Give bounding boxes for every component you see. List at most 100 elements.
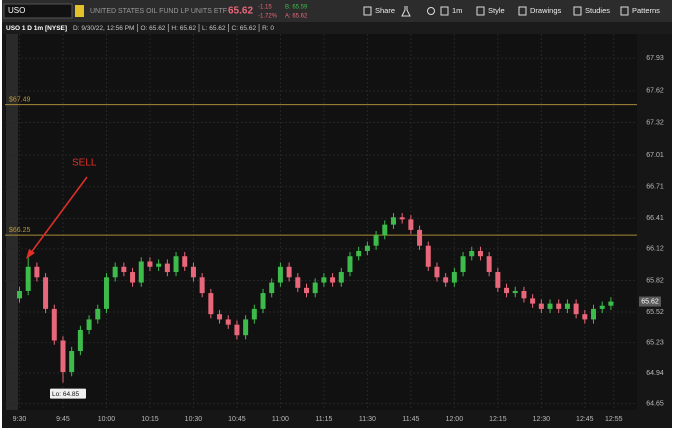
candle-body	[390, 217, 396, 225]
candle-body	[69, 351, 75, 373]
candle-body	[16, 290, 22, 299]
candle-body	[417, 229, 423, 246]
last-price-label: 65.62	[641, 298, 659, 305]
candle-body	[434, 266, 440, 278]
low-marker-box	[50, 388, 86, 399]
y-tick-label: 66.71	[646, 184, 664, 191]
candle-body	[591, 308, 597, 320]
toolbar-button[interactable]: Style	[488, 6, 505, 15]
price-line-label: $67.49	[9, 96, 31, 103]
x-tick-label: 12:00	[446, 416, 464, 423]
candle-body	[451, 272, 457, 283]
candle-body	[147, 261, 153, 267]
candle-body	[556, 303, 562, 309]
change-pct: -1.72%	[258, 14, 278, 20]
y-tick-label: 65.52	[646, 309, 664, 316]
candle-body	[234, 324, 240, 336]
candle-body	[338, 272, 344, 283]
y-tick-label: 65.82	[646, 277, 664, 284]
x-tick-label: 11:15	[315, 416, 332, 423]
candle-body	[364, 245, 370, 251]
symbol: USO	[8, 6, 25, 15]
candle-body	[60, 340, 66, 373]
button-icon[interactable]	[518, 6, 527, 16]
symbol-box[interactable]	[3, 3, 73, 19]
candle-body	[251, 308, 257, 320]
info-item: D: 9/30/22, 12:56 PM	[73, 25, 134, 32]
x-tick-label: 10:00	[98, 416, 116, 423]
button-icon[interactable]	[573, 6, 582, 16]
settings-icon[interactable]	[427, 7, 435, 15]
x-tick-label: 10:30	[185, 416, 203, 423]
toolbar	[2, 0, 672, 22]
info-item: C: 65.62	[232, 25, 257, 32]
candle-body	[95, 308, 101, 320]
candle-body	[225, 319, 231, 325]
candle-body	[530, 298, 536, 304]
candle-body	[399, 217, 405, 220]
candle-body	[130, 272, 136, 283]
candle-body	[164, 263, 170, 273]
info-bar	[2, 22, 672, 34]
button-icon[interactable]	[620, 6, 629, 16]
candle-body	[547, 303, 553, 309]
beaker-icon[interactable]	[401, 6, 411, 17]
info-item: H: 65.62	[171, 25, 196, 32]
candle-body	[521, 290, 527, 299]
link-icon[interactable]	[75, 5, 84, 17]
annotation: SELL	[72, 158, 97, 169]
button-icon[interactable]	[363, 6, 372, 16]
candle-body	[190, 266, 196, 278]
info-item: R: 0	[262, 25, 274, 32]
candle-body	[77, 329, 83, 352]
candle-body	[34, 266, 40, 278]
x-tick-label: 11:45	[402, 416, 419, 423]
toolbar-button[interactable]: Drawings	[530, 6, 562, 15]
candle-body	[564, 303, 570, 309]
candle-body	[260, 293, 266, 309]
candle-body	[356, 250, 362, 257]
candle-body	[173, 256, 179, 273]
candle-body	[460, 256, 466, 273]
candle-body	[538, 303, 544, 309]
button-icon[interactable]	[476, 6, 485, 16]
low-marker-label: Lo: 64.85	[52, 391, 79, 398]
x-tick-label: 12:30	[533, 416, 551, 423]
x-tick-label: 9:30	[13, 416, 27, 423]
x-tick-label: 9:45	[56, 416, 70, 423]
toolbar-button[interactable]: 1m	[452, 6, 462, 15]
candle-body	[382, 224, 388, 236]
candle-body	[495, 272, 501, 288]
toolbar-button[interactable]: Share	[375, 6, 395, 15]
last-price: 65.62	[228, 6, 253, 17]
annotation-arrow	[29, 176, 88, 255]
y-tick-label: 66.41	[646, 215, 664, 222]
candle-body	[86, 319, 92, 330]
candle-body	[573, 303, 579, 315]
candle-body	[277, 266, 283, 283]
candle-body	[43, 277, 49, 309]
candle-body	[112, 266, 118, 278]
price-line-label: $66.25	[9, 227, 31, 234]
toolbar-button[interactable]: Studies	[585, 6, 610, 15]
candle-body	[330, 277, 336, 283]
candle-body	[608, 301, 614, 306]
arrow-head	[26, 249, 35, 259]
candle-body	[599, 305, 605, 309]
candle-body	[504, 287, 510, 294]
info-item: L: 65.62	[202, 25, 226, 32]
toolbar-button[interactable]: Patterns	[632, 6, 660, 15]
candle-body	[477, 250, 483, 257]
candle-body	[243, 319, 249, 336]
x-tick-label: 12:45	[576, 416, 594, 423]
x-tick-label: 12:15	[489, 416, 507, 423]
y-tick-label: 65.23	[646, 339, 664, 346]
candle-body	[103, 277, 109, 309]
last-price-box	[639, 296, 661, 307]
button-icon[interactable]	[440, 6, 449, 16]
ask: A: 65.62	[285, 14, 308, 20]
candle-body	[373, 235, 379, 246]
candle-body	[217, 314, 223, 320]
